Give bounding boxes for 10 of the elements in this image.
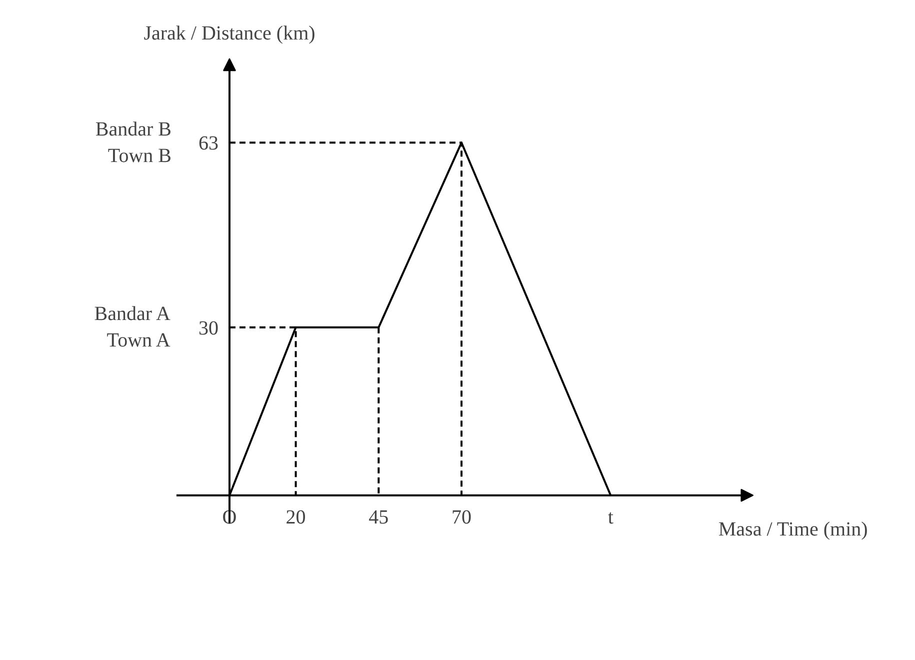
- y-tick-label: 63: [198, 132, 218, 155]
- text: Bandar B Town B: [95, 118, 172, 167]
- x-tick-label: 70: [452, 506, 472, 528]
- x-tick-label: 45: [368, 506, 389, 528]
- y-tick-label: 30: [198, 317, 218, 340]
- y-axis-title: Jarak / Distance (km): [144, 22, 316, 45]
- x-tick-label: t: [608, 506, 614, 528]
- text: Bandar A Town A: [94, 303, 171, 352]
- x-axis-title: Masa / Time (min): [718, 518, 868, 540]
- x-tick-label: 20: [286, 506, 306, 528]
